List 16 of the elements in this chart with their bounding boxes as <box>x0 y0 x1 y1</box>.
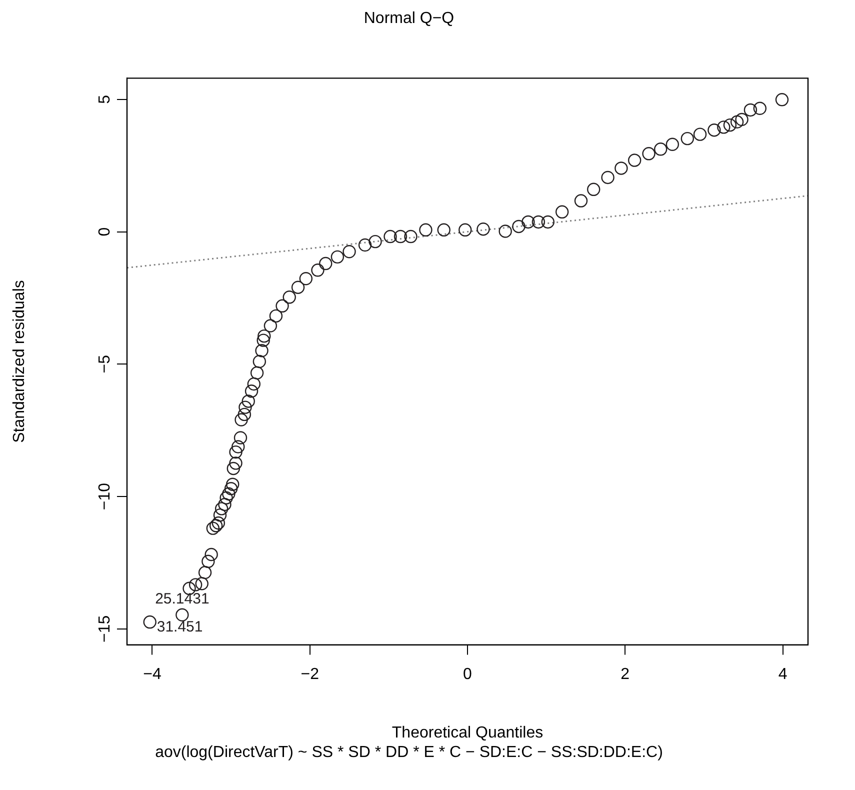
x-tick-label: −2 <box>300 666 320 683</box>
x-tick-label: −4 <box>143 666 162 683</box>
text: aov(log(DirectVarT) ~ SS * SD * DD * E * C − SD:E:C − SS:SD:DD:E:C) <box>155 744 663 761</box>
annotation: 25.1431 <box>155 590 210 608</box>
y-tick-label: −5 <box>96 354 114 374</box>
annotation: 31.451 <box>156 618 203 636</box>
x-tick-label: 4 <box>778 666 788 683</box>
x-tick-label: 0 <box>463 666 472 683</box>
y-tick-label: −15 <box>96 615 114 642</box>
y-axis-title: Standardized residuals <box>11 280 28 443</box>
x-axis-title: Theoretical Quantiles <box>392 724 544 742</box>
x-tick-label: 2 <box>620 666 630 683</box>
y-tick-label: 5 <box>96 94 114 104</box>
chart-title: Normal Q−Q <box>364 10 454 28</box>
y-tick-label: 0 <box>96 227 114 236</box>
y-tick-label: −10 <box>96 482 114 510</box>
